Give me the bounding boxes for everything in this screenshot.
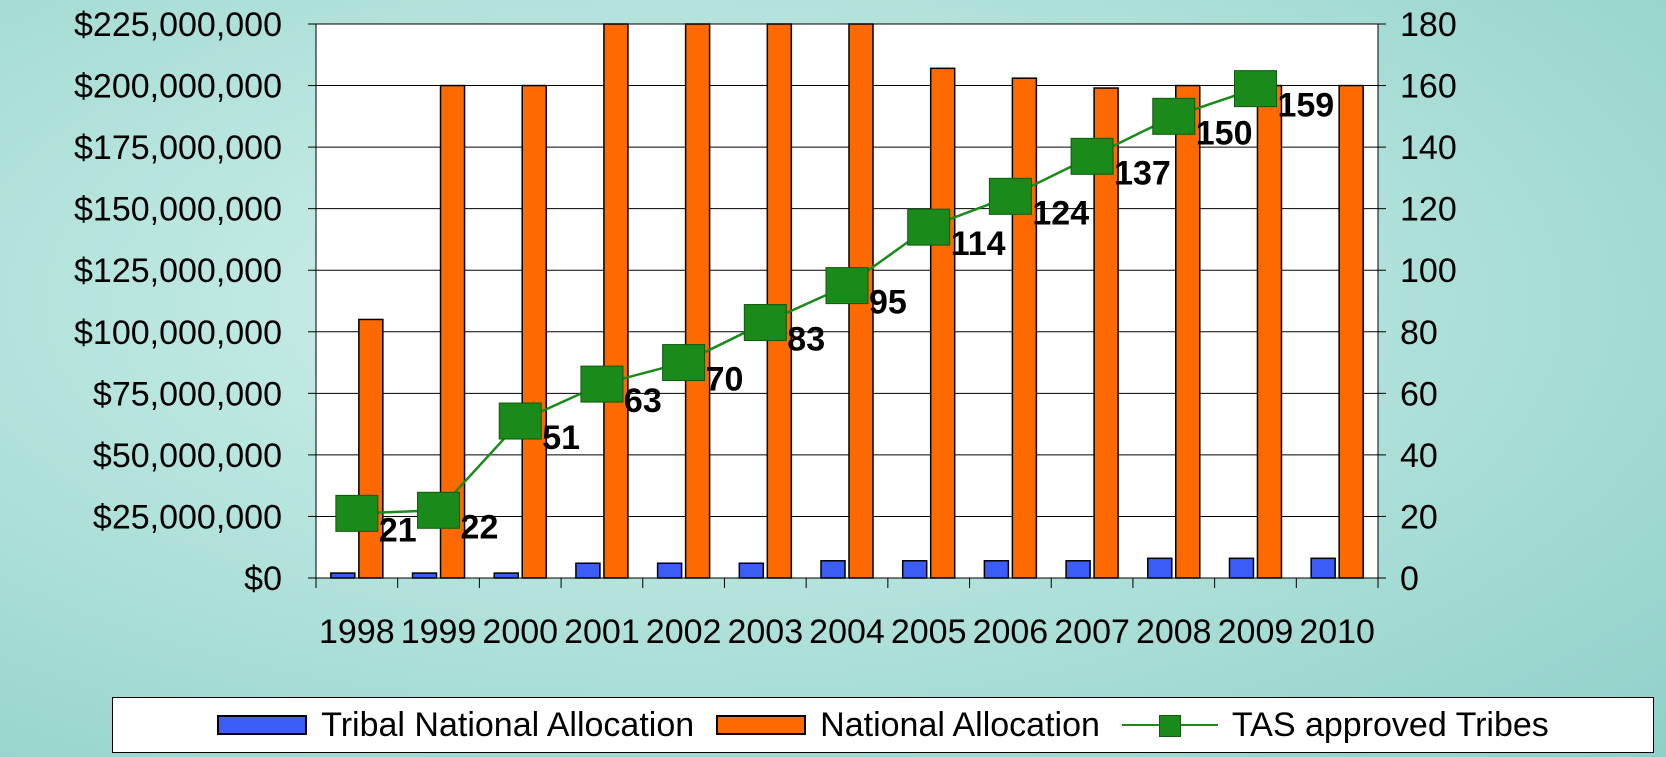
y-right-tick-label: 0 [1400, 560, 1419, 598]
x-tick-label: 2009 [1218, 613, 1294, 651]
legend-label-tas: TAS approved Tribes [1231, 705, 1549, 744]
y-left-tick-label: $125,000,000 [74, 252, 282, 290]
tas-line [335, 70, 1277, 532]
tas-marker [1070, 137, 1114, 175]
bar-tribal [411, 572, 438, 579]
tas-marker [1152, 97, 1196, 135]
y-right-tick-label: 140 [1400, 129, 1457, 167]
y-left-tick-label: $200,000,000 [74, 68, 282, 106]
axes: $0 0 $25,000,000 20 $50,000,000 40 $75,000,000… [74, 6, 1457, 651]
x-tick-label: 2001 [564, 613, 640, 651]
x-tick-label: 1999 [401, 613, 477, 651]
bar-national [1175, 84, 1201, 579]
bar-tribal [1310, 557, 1336, 579]
tas-data-label: 83 [787, 321, 825, 359]
legend-label-national: National Allocation [820, 705, 1100, 744]
tas-data-label: 21 [379, 511, 417, 549]
x-tick-label: 2006 [973, 613, 1049, 651]
x-tick-label: 2004 [809, 613, 885, 651]
tas-data-label: 114 [951, 225, 1006, 263]
x-tick-label: 2002 [646, 613, 722, 651]
y-right-tick-label: 20 [1400, 498, 1438, 536]
y-right-tick-label: 180 [1400, 6, 1457, 44]
tas-data-label: 95 [869, 284, 907, 322]
y-left-tick-label: $0 [244, 560, 282, 598]
bar-tribal [901, 560, 928, 579]
bar-tribal [575, 562, 601, 579]
bar-national [1256, 84, 1283, 579]
bar-tribal [330, 572, 356, 579]
y-right-tick-label: 60 [1400, 375, 1438, 413]
bar-national [1338, 84, 1364, 579]
bar-national [684, 23, 711, 579]
tas-marker [1233, 70, 1277, 108]
tas-marker [662, 344, 706, 382]
bar-national [521, 84, 547, 579]
bar-tribal [1147, 557, 1173, 579]
legend-swatch-tas [1121, 713, 1218, 737]
tas-data-label: 159 [1277, 87, 1334, 125]
x-tick-label: 2010 [1299, 613, 1375, 651]
y-right-tick-label: 160 [1400, 68, 1457, 106]
legend-item-national: National Allocation [716, 706, 1100, 745]
y-left-tick-label: $175,000,000 [74, 129, 282, 167]
tas-marker [498, 402, 542, 440]
y-right-tick-label: 100 [1400, 252, 1457, 290]
data-labels: 21 22 51 63 70 83 95 114 124 137 150 159 [379, 87, 1334, 550]
bar-national [358, 318, 384, 579]
tas-marker [417, 491, 461, 529]
y-left-tick-label: $50,000,000 [93, 437, 282, 475]
chart-legend: Tribal National Allocation National Allo… [112, 697, 1654, 753]
tas-data-label: 137 [1114, 154, 1171, 192]
y-left-tick-label: $225,000,000 [74, 6, 282, 44]
y-left-tick-label: $25,000,000 [93, 498, 282, 536]
x-tick-label: 2008 [1136, 613, 1212, 651]
legend-label-tribal: Tribal National Allocation [321, 705, 695, 744]
y-right-tick-label: 120 [1400, 191, 1457, 229]
y-right-tick-label: 40 [1400, 437, 1438, 475]
tas-marker [825, 267, 869, 305]
y-left-tick-label: $75,000,000 [93, 375, 282, 413]
legend-item-tribal: Tribal National Allocation [217, 706, 694, 745]
bar-national [603, 23, 629, 579]
tas-data-label: 124 [1032, 194, 1089, 232]
bar-tribal [1065, 560, 1091, 579]
bar-national [766, 23, 793, 579]
y-left-tick-label: $150,000,000 [74, 191, 282, 229]
y-right-tick-label: 80 [1400, 314, 1438, 352]
legend-item-tas: TAS approved Tribes [1121, 705, 1549, 745]
bar-tribal [738, 562, 765, 579]
y-left-tick-label: $100,000,000 [74, 314, 282, 352]
x-tick-label: 2005 [891, 613, 967, 651]
combo-chart: $0 0 $25,000,000 20 $50,000,000 40 $75,000,000… [74, 6, 1457, 651]
bar-tribal [983, 560, 1010, 579]
tas-data-label: 70 [706, 361, 744, 399]
tas-data-label: 150 [1196, 114, 1253, 152]
bar-tribal [656, 562, 683, 579]
tas-marker [335, 494, 379, 532]
bar-national [1011, 77, 1038, 579]
x-tick-label: 2000 [482, 613, 558, 651]
x-tick-label: 1998 [319, 613, 395, 651]
x-tick-label: 2007 [1054, 613, 1130, 651]
tas-marker [907, 208, 951, 246]
legend-swatch-national [716, 715, 807, 735]
tas-data-label: 22 [461, 508, 499, 546]
legend-swatch-tribal [217, 715, 308, 735]
x-tick-label: 2003 [727, 613, 803, 651]
bar-national [929, 67, 956, 579]
bar-tribal [493, 572, 519, 579]
tas-marker [580, 365, 624, 403]
tas-data-label: 63 [624, 382, 662, 420]
bar-tribal [820, 560, 846, 579]
tas-marker [743, 304, 787, 342]
tas-data-label: 51 [542, 419, 580, 457]
bar-tribal [1228, 557, 1255, 579]
tas-marker [988, 177, 1032, 215]
